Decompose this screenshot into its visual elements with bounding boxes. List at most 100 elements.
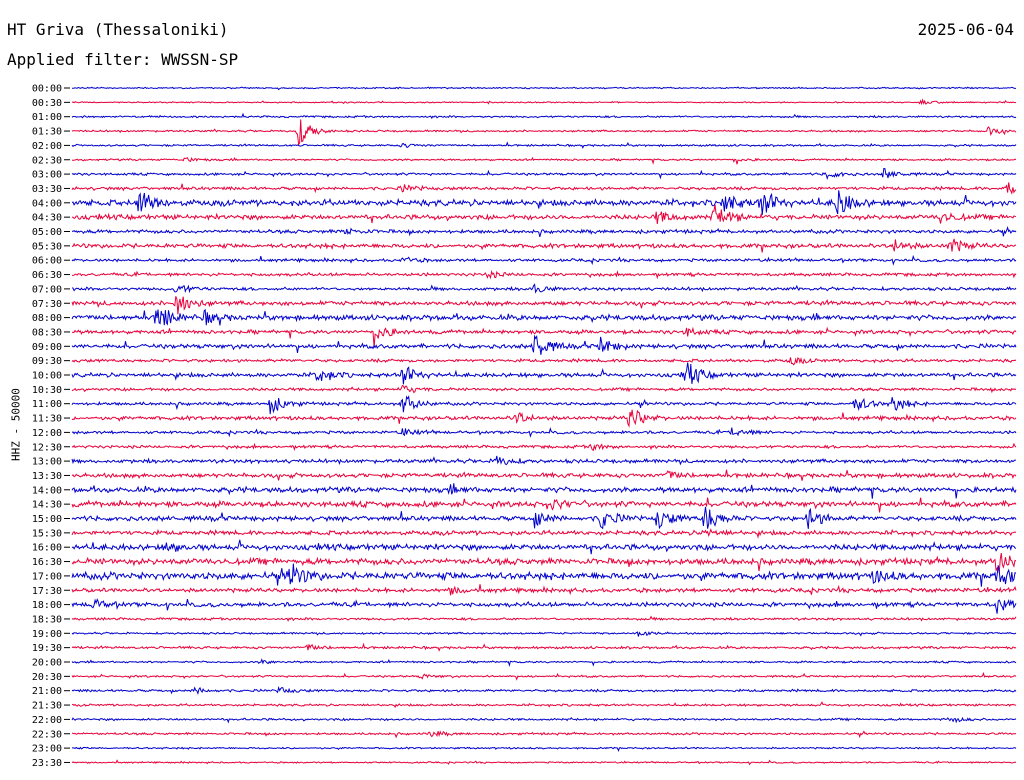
seismic-trace — [71, 685, 1017, 696]
row-time-label: 13:00 — [32, 457, 62, 468]
row-time-label: 11:30 — [32, 414, 62, 425]
seismic-trace — [71, 119, 1017, 146]
seismic-trace — [71, 598, 1017, 614]
seismic-trace — [71, 141, 1017, 149]
row-time-label: 21:30 — [32, 701, 62, 712]
row-time-label: 06:00 — [32, 256, 62, 267]
row-time-label: 19:30 — [32, 643, 62, 654]
seismic-trace — [71, 308, 1017, 326]
row-time-label: 20:00 — [32, 658, 62, 669]
seismic-trace — [71, 615, 1017, 622]
row-time-label: 01:00 — [32, 112, 62, 123]
seismic-trace — [71, 86, 1017, 91]
seismic-trace — [71, 584, 1017, 596]
row-time-label: 12:30 — [32, 442, 62, 453]
row-time-label: 04:30 — [32, 213, 62, 224]
row-time-label: 03:00 — [32, 170, 62, 181]
row-time-label: 02:00 — [32, 141, 62, 152]
seismic-trace — [71, 334, 1017, 355]
seismic-trace — [71, 98, 1017, 106]
row-time-label: 17:00 — [32, 571, 62, 582]
row-time-label: 14:30 — [32, 500, 62, 511]
seismic-trace — [71, 642, 1017, 652]
seismic-trace — [71, 528, 1017, 539]
row-time-label: 04:00 — [32, 198, 62, 209]
date-label: 2025-06-04 — [917, 20, 1014, 39]
row-time-label: 23:30 — [32, 758, 62, 769]
row-time-label: 12:00 — [32, 428, 62, 439]
row-time-label: 01:30 — [32, 127, 62, 138]
seismic-trace — [71, 658, 1017, 668]
seismic-trace — [71, 497, 1017, 513]
row-time-label: 13:30 — [32, 471, 62, 482]
row-time-label: 08:30 — [32, 327, 62, 338]
seismic-trace — [71, 326, 1017, 348]
seismic-trace — [71, 357, 1017, 366]
row-time-label: 03:30 — [32, 184, 62, 195]
row-time-label: 07:30 — [32, 299, 62, 310]
seismic-trace — [71, 483, 1017, 499]
seismic-trace — [71, 746, 1017, 752]
seismic-trace — [71, 539, 1017, 555]
seismic-trace — [71, 730, 1017, 739]
seismic-trace — [71, 190, 1017, 215]
seismic-trace — [71, 469, 1017, 481]
row-time-label: 08:00 — [32, 313, 62, 324]
seismic-trace — [71, 225, 1017, 238]
row-time-label: 18:30 — [32, 614, 62, 625]
seismic-trace — [71, 409, 1017, 428]
seismic-trace — [71, 204, 1017, 224]
seismic-trace — [71, 455, 1017, 466]
seismic-trace — [71, 167, 1017, 181]
seismic-trace — [71, 254, 1017, 266]
seismic-trace — [71, 384, 1017, 394]
row-time-label: 00:00 — [32, 84, 62, 95]
seismic-trace — [71, 427, 1017, 438]
station-title: HT Griva (Thessaloniki) — [7, 20, 229, 39]
row-time-label: 14:00 — [32, 485, 62, 496]
row-time-label: 20:30 — [32, 672, 62, 683]
row-time-label: 17:30 — [32, 586, 62, 597]
seismic-trace — [71, 716, 1017, 724]
row-time-label: 00:30 — [32, 98, 62, 109]
seismic-trace — [71, 671, 1017, 681]
seismic-trace — [71, 112, 1017, 120]
seismic-trace — [71, 362, 1017, 385]
seismic-trace — [71, 296, 1017, 315]
row-time-label: 19:00 — [32, 629, 62, 640]
seismic-trace — [71, 442, 1017, 452]
row-time-label: 18:00 — [32, 600, 62, 611]
row-time-label: 09:30 — [32, 356, 62, 367]
seismic-trace — [71, 553, 1017, 573]
row-time-label: 05:00 — [32, 227, 62, 238]
seismic-trace — [71, 631, 1017, 637]
seismic-trace — [71, 506, 1017, 530]
row-time-label: 06:30 — [32, 270, 62, 281]
row-time-label: 07:00 — [32, 284, 62, 295]
row-time-label: 16:00 — [32, 543, 62, 554]
row-time-label: 11:00 — [32, 399, 62, 410]
row-time-label: 22:00 — [32, 715, 62, 726]
row-time-label: 23:00 — [32, 744, 62, 755]
row-time-label: 10:30 — [32, 385, 62, 396]
seismic-trace — [71, 283, 1017, 294]
seismic-trace — [72, 269, 1017, 280]
seismic-trace — [71, 701, 1017, 709]
row-time-label: 21:00 — [32, 686, 62, 697]
row-time-label: 09:00 — [32, 342, 62, 353]
seismic-trace — [71, 759, 1017, 766]
row-time-label: 15:30 — [32, 528, 62, 539]
row-time-label: 02:30 — [32, 155, 62, 166]
row-time-label: 15:00 — [32, 514, 62, 525]
seismic-trace — [71, 563, 1017, 587]
filter-label: Applied filter: WWSSN-SP — [7, 50, 239, 69]
seismic-trace — [71, 182, 1017, 195]
seismic-trace — [71, 395, 1017, 415]
seismic-trace — [71, 238, 1017, 253]
row-time-label: 16:30 — [32, 557, 62, 568]
row-time-label: 22:30 — [32, 729, 62, 740]
row-time-label: 10:00 — [32, 371, 62, 382]
seismic-trace — [71, 156, 1017, 165]
row-time-label: 05:30 — [32, 241, 62, 252]
